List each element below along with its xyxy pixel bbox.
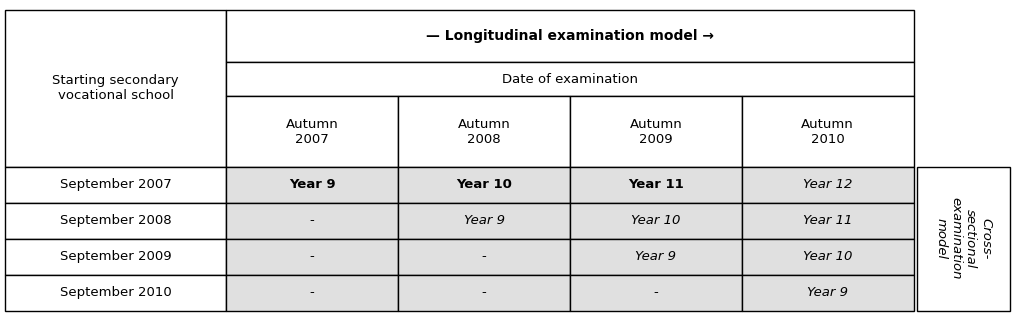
Text: Autumn
2008: Autumn 2008 xyxy=(458,118,511,146)
Bar xyxy=(742,275,914,311)
Text: -: - xyxy=(310,286,315,299)
Bar xyxy=(742,96,914,167)
Bar xyxy=(226,62,914,96)
Bar xyxy=(5,167,226,203)
Text: -: - xyxy=(654,286,658,299)
Bar xyxy=(742,239,914,275)
Bar xyxy=(570,275,742,311)
Bar xyxy=(5,275,226,311)
Bar xyxy=(570,203,742,239)
Text: -: - xyxy=(310,250,315,263)
Bar xyxy=(226,203,398,239)
Text: Year 9: Year 9 xyxy=(807,286,849,299)
Text: Year 9: Year 9 xyxy=(464,214,504,227)
Bar xyxy=(570,96,742,167)
Bar xyxy=(570,167,742,203)
Bar xyxy=(226,239,398,275)
Text: Year 10: Year 10 xyxy=(803,250,853,263)
Bar xyxy=(917,167,1010,311)
Bar xyxy=(226,10,914,62)
Bar xyxy=(398,203,570,239)
Bar xyxy=(226,167,398,203)
Text: Year 10: Year 10 xyxy=(631,214,680,227)
Text: Autumn
2010: Autumn 2010 xyxy=(801,118,854,146)
Text: Year 9: Year 9 xyxy=(635,250,676,263)
Bar xyxy=(5,239,226,275)
Bar xyxy=(226,96,398,167)
Bar xyxy=(570,239,742,275)
Text: September 2009: September 2009 xyxy=(60,250,172,263)
Bar xyxy=(398,167,570,203)
Text: Starting secondary
vocational school: Starting secondary vocational school xyxy=(53,74,179,102)
Text: Year 12: Year 12 xyxy=(803,178,853,191)
Text: September 2010: September 2010 xyxy=(60,286,172,299)
Bar xyxy=(226,275,398,311)
Text: Year 11: Year 11 xyxy=(803,214,853,227)
Text: — Longitudinal examination model →: — Longitudinal examination model → xyxy=(426,29,714,43)
Text: Autumn
2009: Autumn 2009 xyxy=(629,118,682,146)
Bar xyxy=(398,239,570,275)
Text: -: - xyxy=(482,286,486,299)
Bar xyxy=(742,167,914,203)
Text: September 2008: September 2008 xyxy=(60,214,172,227)
Text: Year 11: Year 11 xyxy=(628,178,684,191)
Text: Cross-
sectional
examination
model: Cross- sectional examination model xyxy=(934,197,993,280)
Text: Year 10: Year 10 xyxy=(456,178,512,191)
Bar xyxy=(398,275,570,311)
Bar xyxy=(5,203,226,239)
Text: -: - xyxy=(482,250,486,263)
Text: Date of examination: Date of examination xyxy=(502,73,637,86)
Text: Autumn
2007: Autumn 2007 xyxy=(286,118,339,146)
Bar xyxy=(398,96,570,167)
Bar xyxy=(742,203,914,239)
Bar xyxy=(5,10,226,167)
Text: September 2007: September 2007 xyxy=(60,178,172,191)
Text: -: - xyxy=(310,214,315,227)
Text: Year 9: Year 9 xyxy=(289,178,336,191)
